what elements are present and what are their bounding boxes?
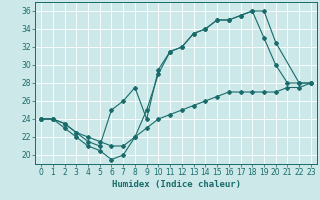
X-axis label: Humidex (Indice chaleur): Humidex (Indice chaleur) [111,180,241,189]
